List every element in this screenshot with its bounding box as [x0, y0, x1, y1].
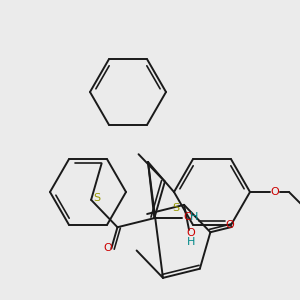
Text: S: S: [172, 203, 180, 213]
Text: S: S: [94, 193, 101, 203]
Text: H: H: [187, 237, 195, 247]
Text: O: O: [103, 243, 112, 254]
Text: O: O: [225, 220, 234, 230]
Text: O: O: [183, 212, 192, 222]
Text: O: O: [187, 228, 195, 238]
Text: H: H: [190, 212, 199, 222]
Text: O: O: [271, 187, 279, 197]
